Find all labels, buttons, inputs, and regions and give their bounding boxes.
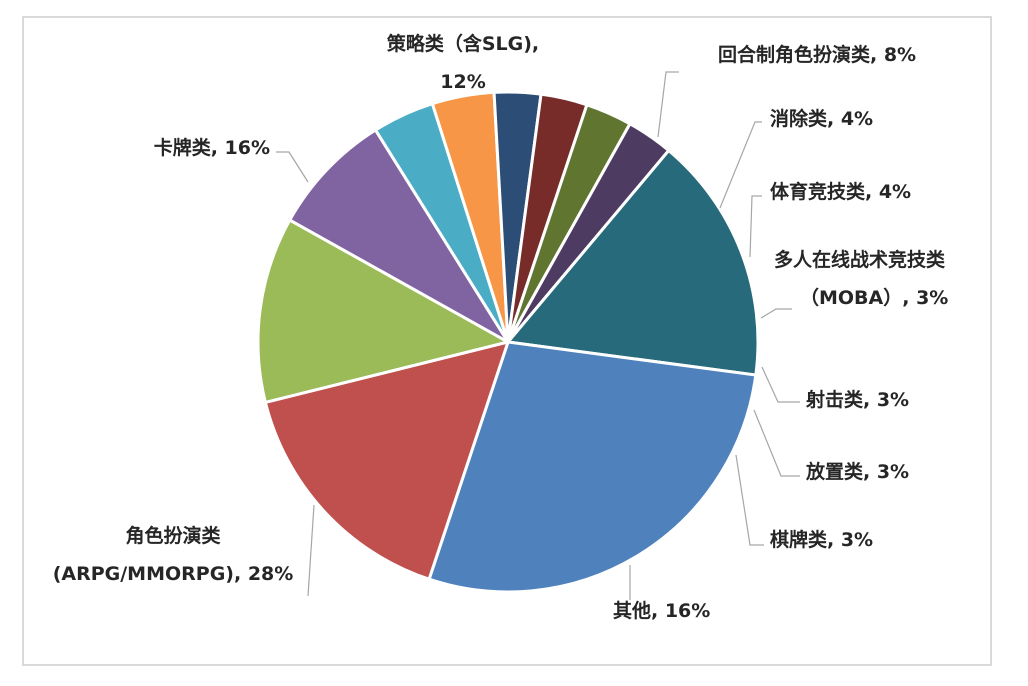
leader-lines	[276, 71, 800, 600]
data-label-11: 卡牌类, 16%	[154, 136, 270, 159]
data-label-3: 消除类, 4%	[770, 107, 873, 130]
pie-slice-2	[287, 127, 510, 344]
leader-line-8	[735, 454, 764, 546]
data-label-7: 放置类, 3%	[805, 460, 909, 483]
pie-slice-11	[263, 339, 511, 582]
data-label-10-line-1: 角色扮演类	[125, 524, 220, 547]
data-label-2: 回合制角色扮演类, 8%	[718, 43, 916, 66]
leader-line-4	[749, 195, 762, 258]
pie-slices	[256, 90, 760, 594]
pie-slice-9	[505, 148, 760, 377]
leader-line-11	[276, 151, 309, 183]
data-label-5-line-2: （MOBA）, 3%	[800, 286, 948, 309]
data-labels: 策略类（含SLG), 12% 回合制角色扮演类, 8% 消除类, 4% 体育竞技类, 4…	[53, 32, 949, 622]
leader-line-5	[760, 308, 792, 319]
leader-line-2	[657, 71, 679, 138]
leader-line-10	[307, 504, 315, 597]
data-label-1-line-2: 12%	[440, 71, 485, 93]
data-label-10-line-2: (ARPG/MMORPG), 28%	[53, 563, 294, 585]
data-label-1-line-1: 策略类（含SLG),	[387, 32, 539, 55]
leader-line-7	[753, 409, 800, 477]
data-label-9: 其他, 16%	[613, 599, 710, 622]
data-label-6: 射击类, 3%	[805, 388, 909, 411]
data-label-5-line-1: 多人在线战术竞技类	[774, 248, 945, 271]
leader-line-3	[719, 121, 762, 209]
data-label-4: 体育竞技类, 4%	[770, 180, 911, 203]
data-label-8: 棋牌类, 3%	[770, 528, 873, 551]
leader-line-6	[761, 366, 800, 403]
pie-slice-10	[427, 340, 758, 594]
